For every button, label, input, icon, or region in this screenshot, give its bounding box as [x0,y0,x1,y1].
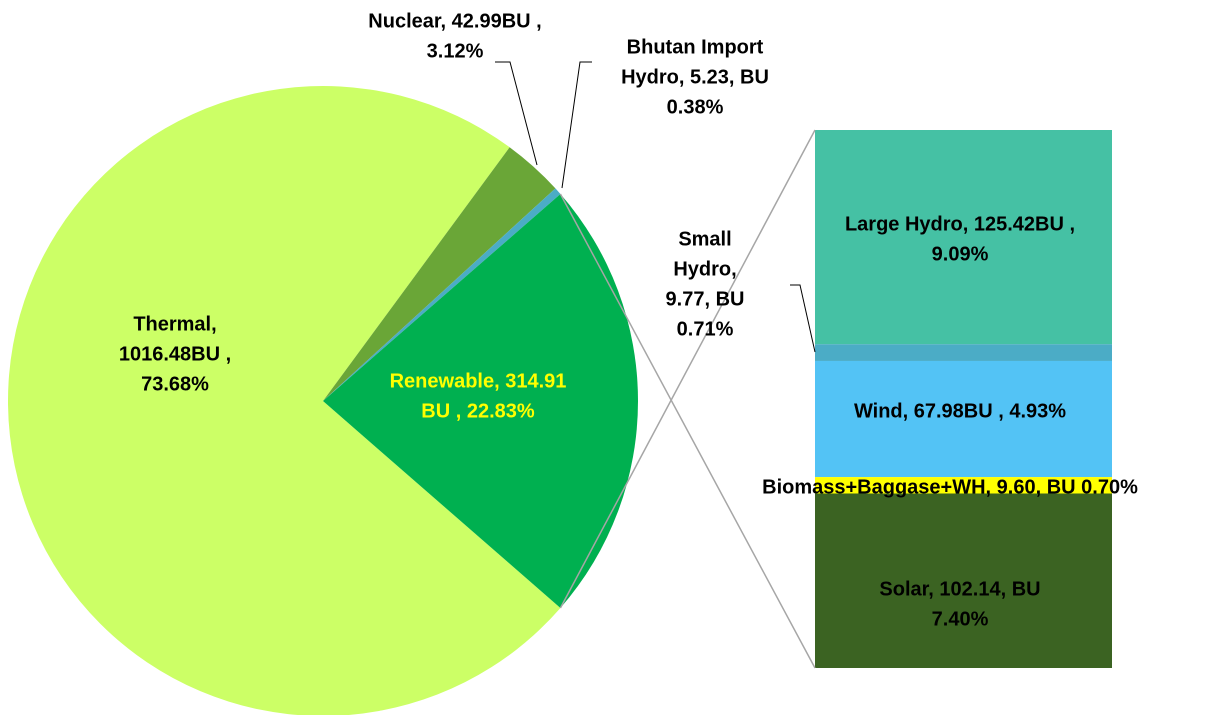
data-label: Solar, 102.14, BU [879,578,1040,600]
data-label: 0.71% [677,318,734,340]
connector-line [559,129,816,609]
marks [8,86,1112,715]
data-label: 9.09% [932,243,989,265]
pie-slice [323,193,639,609]
bar-segment [815,130,1112,345]
leader-lines [495,61,816,353]
bar-segment [815,493,1112,668]
bar-segment [815,344,1112,361]
data-label: Biomass+Baggase+WH, 9.60, BU 0.70% [762,476,1138,498]
bar-segment [815,477,1112,494]
leader-line [790,284,816,353]
data-label: 9.77, BU [666,288,745,310]
data-label: Small [678,228,731,250]
data-label: Thermal, [133,313,216,335]
labels: Thermal, 1016.48BU , 73.68% Nuclear, 42.99B… [119,10,1138,630]
data-label: Wind, 67.98BU , 4.93% [854,400,1066,422]
connector-line [559,193,816,669]
data-label: 73.68% [141,373,209,395]
pie-slice [323,188,561,401]
data-label: Hydro, [673,258,736,280]
pie-slice [8,86,561,715]
data-label: Nuclear, 42.99BU , [368,10,541,32]
leader-line [561,61,592,189]
data-label: 7.40% [932,608,989,630]
data-label: Hydro, 5.23, BU [621,66,769,88]
data-label: 0.38% [667,96,724,118]
data-label: BU , 22.83% [421,400,535,422]
leader-line [495,61,538,166]
data-label: Renewable, 314.91 [390,370,567,392]
data-label: 1016.48BU , [119,343,231,365]
data-label: Large Hydro, 125.42BU , [845,213,1075,235]
data-label: 3.12% [427,40,484,62]
pie-slice [323,147,556,401]
bar-segment [815,360,1112,478]
data-label: Bhutan Import [627,36,764,58]
